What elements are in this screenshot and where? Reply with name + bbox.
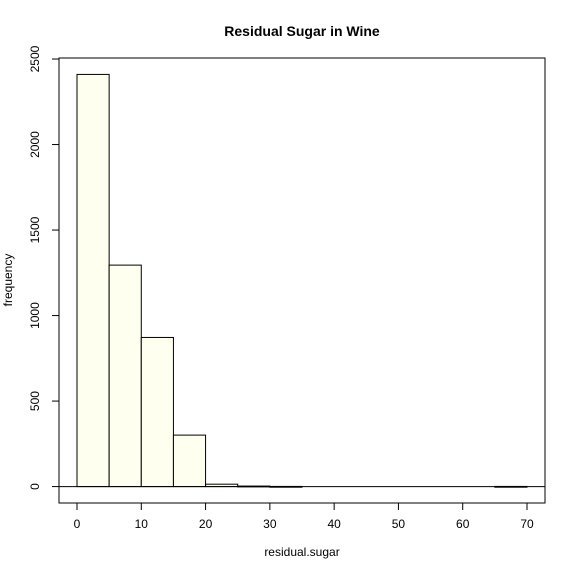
- histogram-bar: [140, 336, 174, 488]
- chart-title: Residual Sugar in Wine: [224, 23, 380, 39]
- y-axis: 0 500 1000 1500 2000 2500: [28, 45, 60, 490]
- y-tick-label: 0: [28, 483, 42, 490]
- y-tick-label: 1500: [28, 216, 42, 243]
- y-axis-label: frequency: [1, 254, 15, 307]
- y-tick-label: 1000: [28, 302, 42, 329]
- x-tick-label: 10: [135, 517, 149, 531]
- histogram-bar: [108, 264, 142, 488]
- x-tick-label: 20: [199, 517, 213, 531]
- y-tick-label: 2000: [28, 131, 42, 158]
- x-tick-label: 40: [327, 517, 341, 531]
- x-tick-label: 60: [456, 517, 470, 531]
- x-tick-label: 70: [520, 517, 534, 531]
- histogram-bar: [76, 73, 110, 488]
- x-tick-label: 0: [74, 517, 81, 531]
- x-axis-label: residual.sugar: [264, 545, 339, 559]
- histogram-bar: [172, 434, 207, 488]
- y-tick-label: 500: [28, 391, 42, 411]
- x-tick-label: 50: [392, 517, 406, 531]
- bars-group: [76, 73, 528, 488]
- x-tick-label: 30: [263, 517, 277, 531]
- x-axis: 0 10 20 30 40 50 60 70: [74, 502, 534, 531]
- y-tick-label: 2500: [28, 45, 42, 72]
